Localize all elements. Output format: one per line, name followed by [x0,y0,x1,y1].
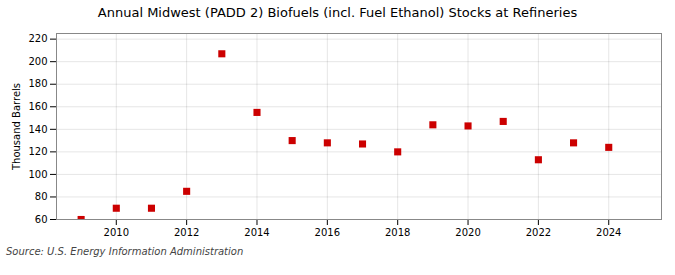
svg-text:2016: 2016 [315,227,340,238]
svg-text:2010: 2010 [104,227,129,238]
svg-text:140: 140 [28,124,47,135]
svg-text:Thousand Barrels: Thousand Barrels [11,83,22,171]
svg-text:160: 160 [28,101,47,112]
svg-text:2012: 2012 [174,227,199,238]
svg-text:2020: 2020 [455,227,480,238]
svg-text:120: 120 [28,146,47,157]
svg-text:80: 80 [35,191,48,202]
svg-text:2014: 2014 [244,227,269,238]
svg-text:200: 200 [28,56,47,67]
svg-text:220: 220 [28,33,47,44]
svg-text:60: 60 [35,214,48,225]
svg-text:180: 180 [28,78,47,89]
svg-text:2018: 2018 [385,227,410,238]
html-text:Annual Midwest (PADD 2) Biofue: Annual Midwest (PADD 2) Biofuels (incl. … [97,5,578,20]
svg-text:2022: 2022 [526,227,551,238]
html-text:Source: U.S. Energy Informatio: Source: U.S. Energy Information Administ… [6,246,244,257]
svg-text:100: 100 [28,169,47,180]
svg-text:2024: 2024 [596,227,621,238]
